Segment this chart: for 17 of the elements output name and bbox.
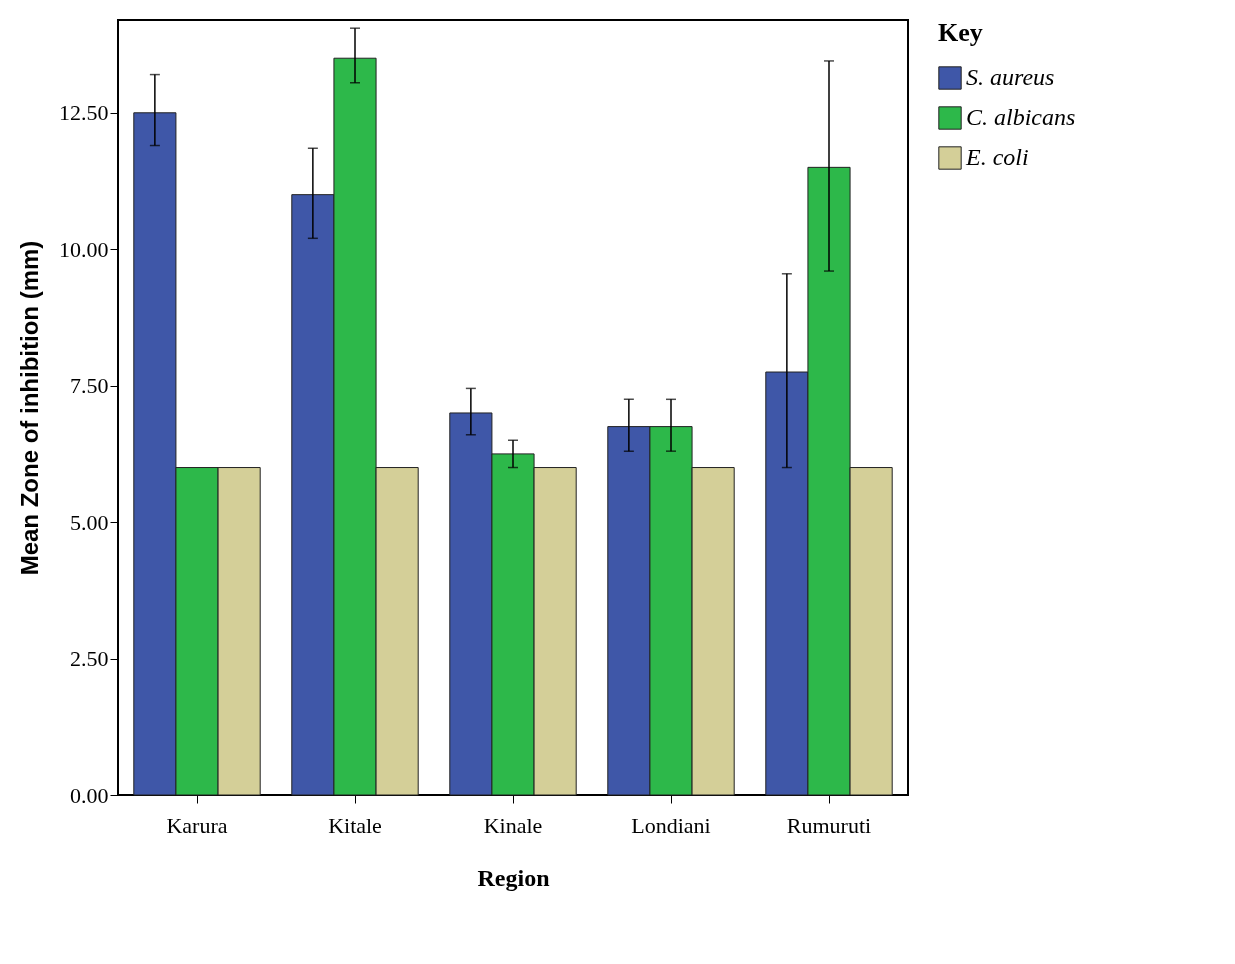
x-axis-title: Region xyxy=(477,864,550,891)
legend-label: S. aureus xyxy=(966,64,1055,90)
y-tick-label: 0.00 xyxy=(70,782,109,808)
y-tick-label: 7.50 xyxy=(70,373,109,399)
legend-label: E. coli xyxy=(965,144,1029,170)
y-tick-label: 5.00 xyxy=(70,509,109,535)
y-tick-label: 12.50 xyxy=(59,100,109,126)
y-tick-label: 10.00 xyxy=(59,236,109,262)
x-tick-label: Karura xyxy=(166,812,228,838)
x-tick-label: Kinale xyxy=(483,812,543,838)
x-tick-label: Kitale xyxy=(328,812,382,838)
legend-title: Key xyxy=(938,18,983,47)
y-tick-label: 2.50 xyxy=(70,646,109,672)
y-axis-title: Mean Zone of inhibition (mm) xyxy=(16,240,43,576)
x-tick-label: Londiani xyxy=(631,812,711,838)
x-tick-label: Rumuruti xyxy=(786,812,872,838)
legend-label: C. albicans xyxy=(966,104,1076,130)
